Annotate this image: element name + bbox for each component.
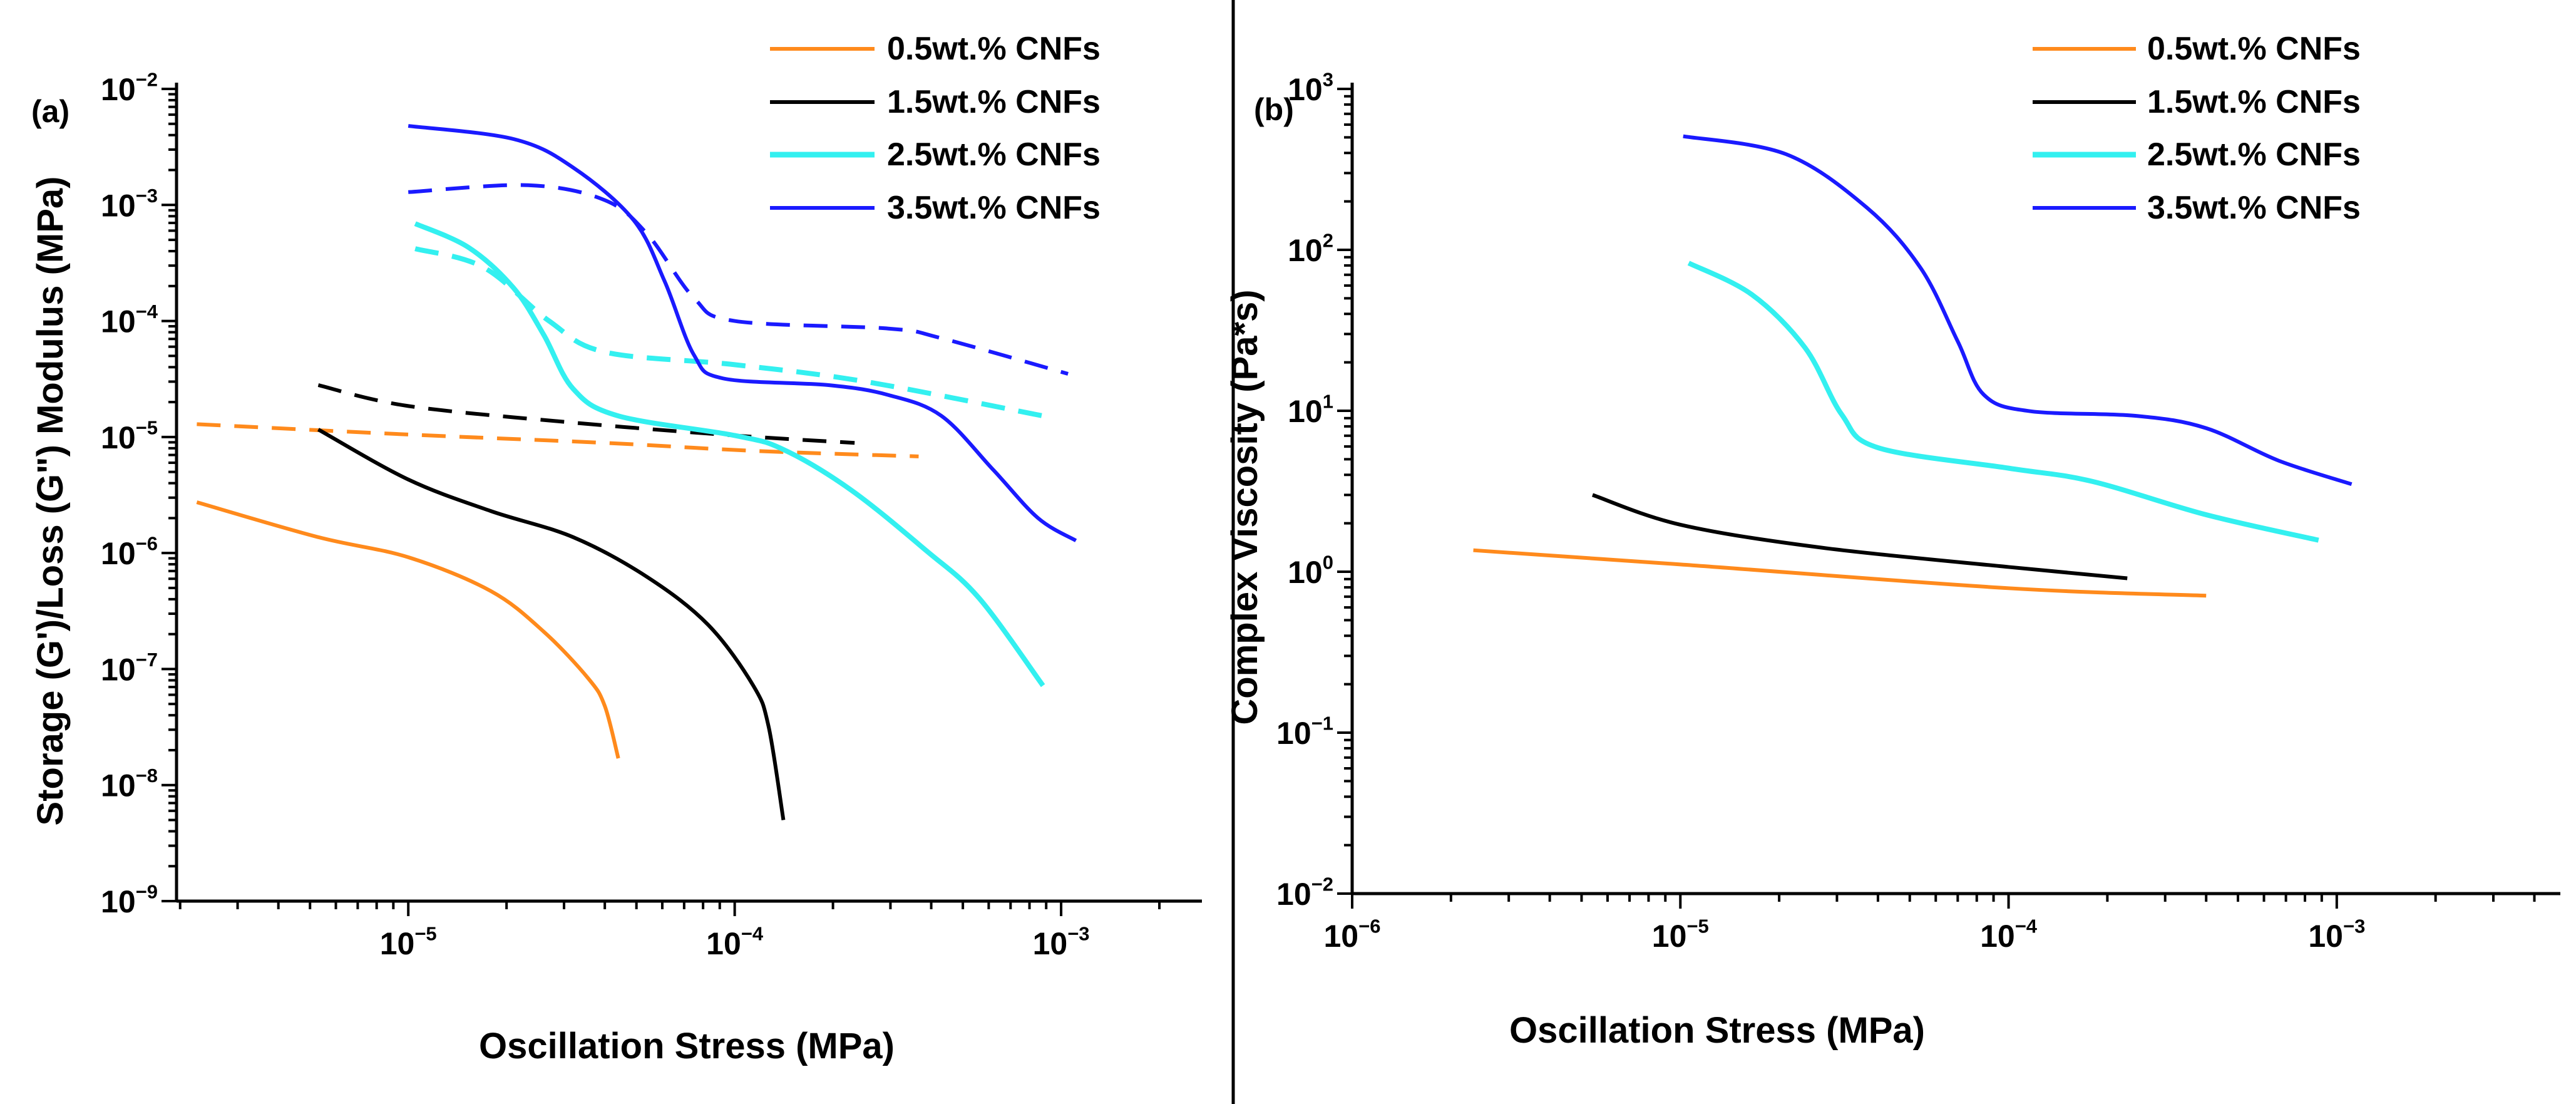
y-axis-title: Complex Viscosity (Pa*s) (1224, 289, 1265, 725)
panel-a-storage-loss-modulus: 10−5 10−4 10−3 10−9 10−8 10−7 10−6 10−5 10−4 10−3… (30, 31, 1202, 1066)
y-axis-title: Storage (G')/Loss (G") Modulus (MPa) (30, 177, 71, 826)
y-tick-label: 10−1 (1276, 713, 1333, 751)
x-axis-title: Oscillation Stress (MPa) (1509, 1010, 1925, 1051)
y-tick-label: 10−4 (101, 301, 158, 339)
legend-label: 2.5wt.% CNFs (2147, 137, 2361, 173)
series-line-3-5wt-cnfs (1683, 134, 2353, 487)
x-tick-label: 10−3 (2308, 916, 2365, 954)
series-line-3-5wt-cnfs-loss (408, 183, 1069, 376)
legend-label: 3.5wt.% CNFs (2147, 190, 2361, 226)
y-tick-label: 10−3 (101, 185, 158, 224)
y-tick-label: 10−9 (101, 881, 158, 920)
legend-label: 0.5wt.% CNFs (2147, 31, 2361, 67)
series-line-1-5wt-cnfs-storage (317, 428, 786, 820)
panel-b-complex-viscosity: 10−6 10−5 10−4 10−3 10−2 10−1 100 101 102 103(b) O… (1224, 31, 2560, 1051)
series-line-1-5wt-cnfs (1592, 493, 2128, 580)
legend-label: 1.5wt.% CNFs (887, 84, 1101, 120)
legend-label: 3.5wt.% CNFs (887, 190, 1101, 226)
y-tick-label: 10−7 (101, 649, 158, 688)
y-tick-label: 10−8 (101, 765, 158, 803)
series-line-0-5wt-cnfs-storage (196, 500, 620, 759)
series-line-1-5wt-cnfs-loss (317, 383, 855, 445)
panel-label: (b) (1254, 92, 1294, 127)
legend: 0.5wt.% CNFs 1.5wt.% CNFs 2.5wt.% CNFs 3.5w… (770, 31, 1101, 226)
legend-label: 0.5wt.% CNFs (887, 31, 1101, 67)
x-axis-title: Oscillation Stress (MPa) (479, 1026, 895, 1066)
y-tick-label: 10−6 (101, 533, 158, 572)
x-tick-label: 10−6 (1324, 916, 1381, 954)
y-tick-label: 103 (1288, 69, 1333, 108)
y-tick-label: 10−2 (1276, 874, 1333, 912)
x-tick-label: 10−4 (1980, 916, 2038, 954)
series-line-2-5wt-cnfs-storage (414, 221, 1045, 688)
series-line-2-5wt-cnfs (1687, 261, 2319, 543)
x-tick-label: 10−4 (706, 923, 764, 962)
panel-label: (a) (31, 94, 69, 129)
x-tick-label: 10−3 (1033, 923, 1090, 962)
y-tick-label: 10−5 (101, 416, 158, 455)
x-tick-label: 10−5 (1652, 916, 1709, 954)
y-tick-label: 100 (1288, 552, 1333, 591)
y-tick-label: 102 (1288, 230, 1333, 269)
legend-label: 1.5wt.% CNFs (2147, 84, 2361, 120)
legend: 0.5wt.% CNFs 1.5wt.% CNFs 2.5wt.% CNFs 3.5w… (2033, 31, 2361, 226)
x-tick-label: 10−5 (380, 923, 437, 962)
series-line-2-5wt-cnfs-loss (414, 246, 1044, 419)
series-line-0-5wt-cnfs (1473, 548, 2207, 598)
legend-label: 2.5wt.% CNFs (887, 137, 1101, 173)
y-tick-label: 101 (1288, 391, 1333, 430)
y-tick-label: 10−2 (101, 69, 158, 108)
series-line-3-5wt-cnfs-storage (408, 124, 1077, 542)
